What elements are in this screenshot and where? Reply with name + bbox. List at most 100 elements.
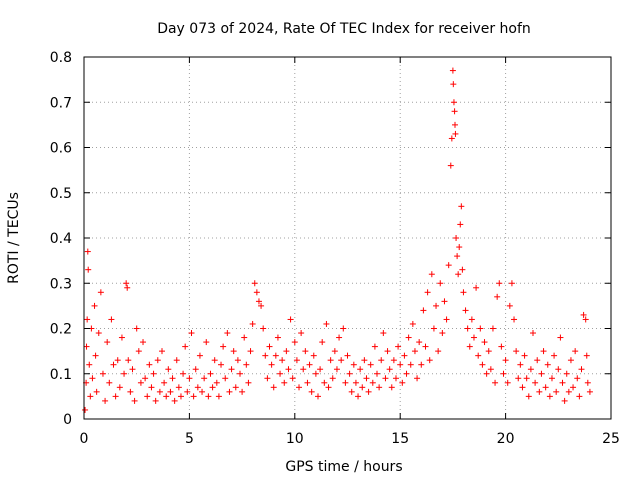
data-point <box>82 406 89 413</box>
data-point <box>270 384 277 391</box>
data-point <box>502 357 509 364</box>
data-point <box>525 393 532 400</box>
data-point <box>392 375 399 382</box>
data-point <box>260 325 267 332</box>
data-point <box>251 280 258 287</box>
y-tick-label: 0.4 <box>50 231 72 247</box>
data-point <box>460 289 467 296</box>
data-point <box>180 370 187 377</box>
data-point <box>570 384 577 391</box>
data-point <box>455 271 462 278</box>
data-point <box>424 289 431 296</box>
x-tick-label: 10 <box>286 431 304 447</box>
data-point <box>559 379 566 386</box>
data-point <box>382 375 389 382</box>
gridlines <box>84 57 611 419</box>
data-point <box>154 357 161 364</box>
data-point <box>390 357 397 364</box>
data-point <box>500 370 507 377</box>
data-point <box>152 397 159 404</box>
data-point <box>325 384 332 391</box>
y-tick-label: 0.8 <box>50 50 72 66</box>
data-point <box>243 361 250 368</box>
data-point <box>156 388 163 395</box>
data-point <box>230 348 237 355</box>
data-point <box>142 375 149 382</box>
data-point <box>285 366 292 373</box>
data-point <box>258 302 265 309</box>
data-point <box>447 162 454 169</box>
y-tick-label: 0.1 <box>50 367 72 383</box>
data-point <box>207 370 214 377</box>
data-point <box>553 388 560 395</box>
data-point <box>173 357 180 364</box>
data-point <box>323 320 330 327</box>
data-point <box>459 266 466 273</box>
data-point <box>340 325 347 332</box>
data-point <box>118 334 125 341</box>
data-point <box>498 343 505 350</box>
data-point <box>192 366 199 373</box>
data-point <box>321 379 328 386</box>
data-point <box>137 379 144 386</box>
data-point <box>451 108 458 115</box>
data-point <box>367 361 374 368</box>
x-tick-label: 25 <box>602 431 620 447</box>
data-point <box>515 375 522 382</box>
data-point <box>346 370 353 377</box>
x-tick-label: 20 <box>497 431 515 447</box>
data-point <box>129 366 136 373</box>
data-point <box>184 388 191 395</box>
data-point <box>538 370 545 377</box>
data-point <box>477 325 484 332</box>
data-point <box>350 361 357 368</box>
data-point <box>466 343 473 350</box>
data-point <box>190 393 197 400</box>
data-point <box>228 366 235 373</box>
data-point <box>409 320 416 327</box>
data-point <box>169 375 176 382</box>
data-point <box>85 266 92 273</box>
data-point <box>308 388 315 395</box>
data-point <box>264 375 271 382</box>
data-point <box>407 361 414 368</box>
y-tick-label: 0.7 <box>50 95 72 111</box>
data-point <box>449 67 456 74</box>
data-point <box>86 361 93 368</box>
data-point <box>272 352 279 359</box>
data-point <box>481 339 488 346</box>
data-point <box>293 357 300 364</box>
data-point <box>84 248 91 255</box>
data-point <box>283 348 290 355</box>
data-point <box>582 316 589 323</box>
data-point <box>310 352 317 359</box>
data-point <box>546 393 553 400</box>
data-point <box>473 284 480 291</box>
data-point <box>386 366 393 373</box>
data-point <box>457 221 464 228</box>
axis-tick-labels: 0 5 10 15 20 25 0 0.1 0.2 0.3 0.4 0.5 0.6 0.7 0.8 <box>50 50 620 447</box>
data-point <box>430 325 437 332</box>
data-point <box>306 361 313 368</box>
data-point <box>194 384 201 391</box>
data-point <box>555 366 562 373</box>
data-point <box>441 298 448 305</box>
data-point <box>355 393 362 400</box>
data-point <box>274 334 281 341</box>
data-point <box>121 370 128 377</box>
data-point <box>452 121 459 128</box>
data-point <box>517 361 524 368</box>
data-point <box>342 379 349 386</box>
data-point <box>348 388 355 395</box>
data-point <box>232 384 239 391</box>
data-point <box>236 370 243 377</box>
data-point <box>403 370 410 377</box>
data-point <box>519 384 526 391</box>
data-point <box>567 357 574 364</box>
data-point <box>91 302 98 309</box>
data-point <box>551 352 558 359</box>
data-point <box>127 388 134 395</box>
data-point <box>146 361 153 368</box>
data-point <box>448 135 455 142</box>
